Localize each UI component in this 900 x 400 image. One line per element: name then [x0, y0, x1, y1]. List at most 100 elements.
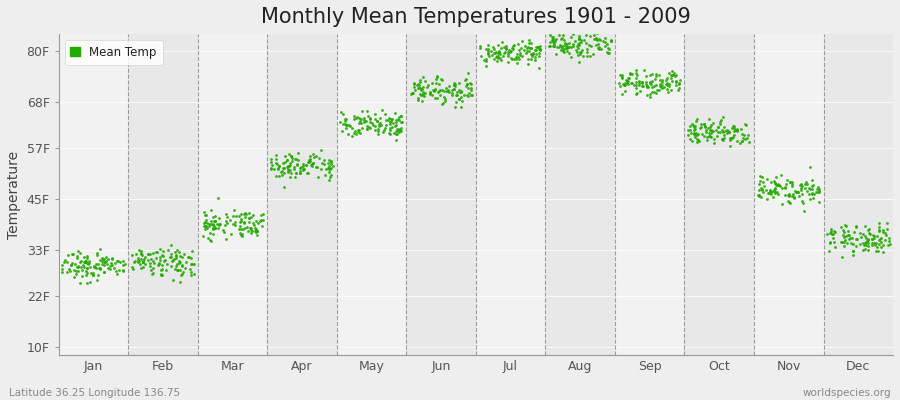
Point	[669, 78, 683, 85]
Point	[629, 90, 643, 96]
Point	[499, 42, 513, 49]
Point	[771, 191, 786, 198]
Point	[662, 83, 677, 90]
Point	[778, 192, 793, 199]
Point	[559, 40, 573, 47]
Point	[256, 211, 270, 217]
Point	[395, 119, 410, 125]
Point	[573, 51, 588, 57]
Point	[415, 91, 429, 98]
Point	[575, 52, 590, 59]
Point	[393, 127, 408, 134]
Point	[739, 122, 753, 128]
Point	[767, 178, 781, 184]
Point	[146, 258, 160, 264]
Point	[589, 34, 603, 41]
Point	[881, 242, 896, 248]
Point	[573, 39, 588, 45]
Point	[423, 91, 437, 97]
Point	[306, 160, 320, 166]
Point	[511, 40, 526, 47]
Point	[511, 54, 526, 60]
Point	[178, 259, 193, 266]
Point	[633, 88, 647, 94]
Point	[233, 216, 248, 222]
Point	[798, 179, 813, 186]
Y-axis label: Temperature: Temperature	[7, 150, 21, 239]
Point	[206, 225, 220, 231]
Point	[794, 187, 808, 193]
Point	[497, 50, 511, 56]
Point	[841, 228, 855, 234]
Point	[868, 242, 883, 248]
Point	[771, 182, 786, 188]
Point	[272, 163, 286, 169]
Point	[803, 164, 817, 170]
Point	[291, 150, 305, 156]
Point	[517, 47, 531, 53]
Point	[493, 55, 508, 61]
Point	[73, 250, 87, 257]
Point	[808, 189, 823, 195]
Point	[280, 163, 294, 170]
Point	[207, 218, 221, 224]
Point	[343, 123, 357, 129]
Point	[382, 131, 397, 137]
Point	[775, 185, 789, 191]
Point	[755, 186, 770, 192]
Point	[71, 248, 86, 255]
Point	[618, 76, 633, 83]
Point	[241, 215, 256, 222]
Point	[435, 101, 449, 107]
Point	[284, 162, 298, 168]
Point	[80, 265, 94, 271]
Point	[694, 124, 708, 130]
Point	[322, 163, 337, 170]
Point	[184, 261, 198, 267]
Point	[823, 230, 837, 237]
Point	[219, 211, 233, 218]
Point	[206, 221, 220, 228]
Point	[245, 228, 259, 234]
Point	[764, 189, 778, 195]
Text: worldspecies.org: worldspecies.org	[803, 388, 891, 398]
Point	[144, 266, 158, 273]
Point	[564, 34, 579, 40]
Point	[152, 260, 166, 266]
Point	[207, 223, 221, 229]
Point	[877, 249, 891, 256]
Point	[806, 183, 820, 189]
Point	[810, 186, 824, 192]
Point	[355, 108, 369, 114]
Point	[220, 214, 234, 220]
Point	[410, 84, 425, 91]
Point	[238, 210, 253, 217]
Point	[644, 80, 659, 87]
Point	[764, 191, 778, 198]
Point	[290, 162, 304, 168]
Point	[413, 91, 428, 98]
Point	[761, 189, 776, 196]
Point	[756, 189, 770, 196]
Point	[532, 65, 546, 71]
Point	[336, 121, 350, 127]
Point	[269, 152, 284, 158]
Point	[454, 88, 468, 94]
Point	[473, 52, 488, 59]
Point	[690, 132, 705, 138]
Point	[825, 230, 840, 237]
Point	[207, 213, 221, 219]
Point	[416, 74, 430, 80]
Point	[670, 78, 684, 84]
Point	[823, 240, 837, 246]
Point	[872, 220, 886, 226]
Point	[689, 116, 704, 122]
Point	[813, 187, 827, 194]
Point	[87, 264, 102, 270]
Point	[785, 193, 799, 199]
Point	[802, 190, 816, 197]
Point	[563, 44, 578, 50]
Point	[277, 152, 292, 159]
Point	[682, 123, 697, 130]
Point	[596, 38, 610, 44]
